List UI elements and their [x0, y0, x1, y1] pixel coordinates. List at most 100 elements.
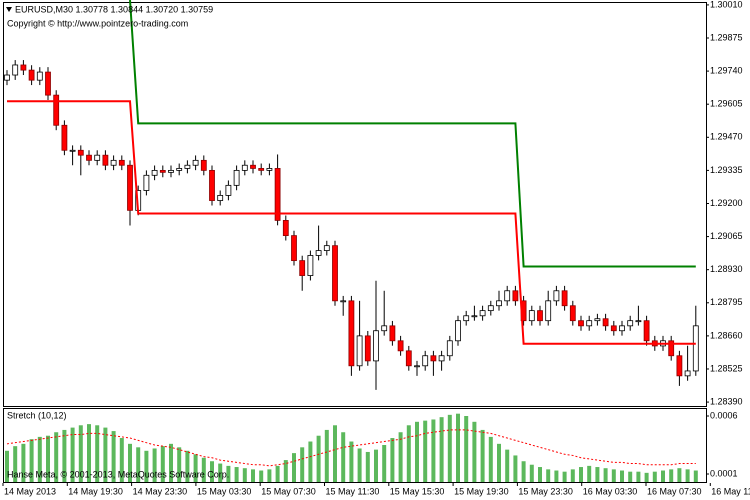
candle-body	[569, 305, 576, 322]
candle-body	[455, 320, 461, 342]
histogram-bar	[251, 469, 255, 482]
histogram-bar	[185, 450, 190, 482]
candle-body	[414, 365, 420, 368]
histogram-bar	[587, 465, 592, 482]
candle-body	[561, 290, 568, 307]
candle-body	[258, 168, 265, 171]
histogram-bar	[652, 471, 657, 482]
x-tick-label: 15 May 03:30	[197, 486, 252, 496]
candle-body	[266, 168, 273, 171]
candle-body	[45, 71, 51, 96]
candle-body	[168, 169, 174, 173]
candle-body	[635, 320, 642, 323]
candle-body	[332, 245, 338, 302]
y-tick-label: 1.28390	[710, 396, 743, 406]
y-tick-label: 1.28660	[710, 330, 743, 340]
x-tick-label: 14 May 23:30	[133, 486, 188, 496]
candle-body	[36, 71, 43, 81]
chart-subtitle: Copyright © http://www.pointzero-trading…	[7, 18, 188, 28]
histogram-bar	[365, 451, 370, 482]
candle-body	[12, 64, 19, 76]
histogram-bar	[382, 445, 387, 482]
candle-body	[373, 330, 379, 362]
histogram-bar	[439, 417, 444, 482]
candle-body	[225, 184, 232, 196]
candle-body	[151, 169, 158, 176]
candle-body	[602, 318, 609, 327]
x-tick-label: 16 May 07:30	[647, 486, 702, 496]
histogram-bar	[406, 425, 411, 482]
histogram-bar	[505, 449, 510, 482]
histogram-bar	[78, 425, 83, 482]
histogram-bar	[644, 472, 649, 482]
histogram-bar	[398, 432, 403, 482]
histogram-bar	[259, 470, 264, 482]
histogram-bar	[333, 425, 337, 482]
histogram-bar	[447, 414, 452, 482]
candle-body	[102, 154, 109, 166]
candle-body	[471, 315, 478, 318]
histogram-bar	[5, 450, 9, 482]
candle-body	[676, 355, 683, 377]
histogram-bar	[37, 436, 42, 482]
histogram-bar	[193, 454, 198, 482]
histogram-bar	[341, 432, 346, 482]
histogram-bar	[456, 413, 460, 482]
candle-body	[496, 300, 502, 307]
candle-body	[209, 169, 215, 201]
level-line	[7, 100, 696, 345]
histogram-bar	[349, 441, 354, 482]
candle-body	[405, 350, 412, 367]
candle-body	[348, 300, 355, 367]
y-tick-label: 1.28525	[710, 363, 743, 373]
candle-body	[528, 310, 535, 322]
histogram-bar	[87, 424, 91, 482]
histogram-bar	[29, 439, 34, 482]
histogram-bar	[46, 435, 50, 482]
candle-body	[200, 159, 207, 171]
histogram-bar	[177, 447, 182, 482]
candle-body	[307, 255, 314, 276]
histogram-bar	[464, 416, 469, 482]
y-tick-label: 1.30010	[710, 0, 743, 9]
histogram-bar	[636, 471, 641, 482]
candle-body	[28, 69, 35, 81]
histogram-bar	[242, 468, 247, 482]
candle-body	[291, 235, 297, 262]
menu-icon[interactable]	[6, 7, 12, 12]
histogram-bar	[431, 419, 436, 482]
candle-body	[381, 325, 388, 332]
candle-body	[692, 325, 699, 372]
candle-body	[217, 194, 224, 201]
y-tick-label: 1.29875	[710, 32, 743, 42]
candle-body	[512, 290, 519, 302]
candle-body	[487, 305, 494, 312]
histogram-bar	[111, 431, 116, 482]
histogram-bar	[693, 470, 698, 482]
y-tick-label: 1.29470	[710, 132, 743, 142]
histogram-bar	[513, 455, 518, 482]
histogram-bar	[324, 429, 329, 482]
candle-body	[356, 335, 363, 367]
histogram-bar	[497, 443, 501, 482]
candle-body	[94, 154, 101, 161]
histogram-bar	[390, 438, 395, 482]
histogram-bar	[234, 467, 239, 482]
y-tick-label: 1.28930	[710, 264, 743, 274]
histogram-bar	[144, 450, 149, 482]
candle-body	[397, 340, 404, 352]
histogram-bar	[226, 465, 231, 482]
y-tick-label: 1.29065	[710, 231, 743, 241]
histogram-bar	[669, 469, 674, 482]
histogram-bar	[210, 461, 214, 482]
histogram-bar	[620, 470, 624, 482]
candle-body	[159, 169, 166, 173]
candle-body	[340, 300, 347, 303]
histogram-bar	[423, 420, 428, 482]
histogram-bar	[136, 447, 141, 482]
candle-body	[594, 318, 601, 322]
x-tick-label: 15 May 19:30	[454, 486, 509, 496]
y-tick-label: 1.29605	[710, 99, 743, 109]
y-tick-label: 1.29740	[710, 65, 743, 75]
